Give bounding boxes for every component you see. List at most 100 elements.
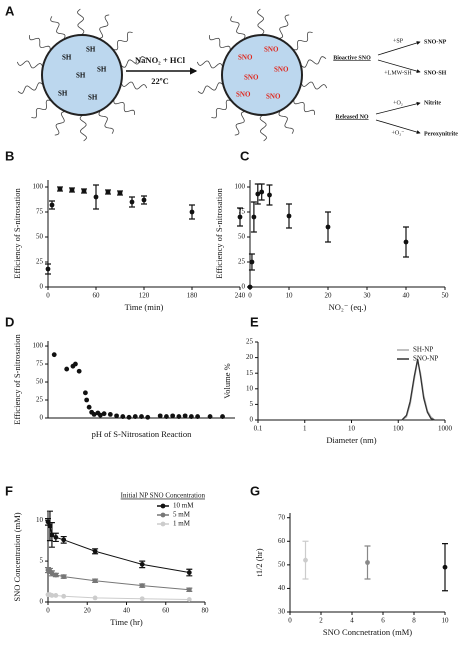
ligand bbox=[16, 60, 44, 69]
y-tick-label: 0 bbox=[40, 414, 44, 422]
ligand bbox=[50, 16, 66, 40]
ligand bbox=[211, 99, 232, 119]
point bbox=[114, 413, 119, 419]
pathway-condition: +SP bbox=[393, 38, 404, 44]
pathway-condition: +O₂⁻ bbox=[392, 130, 405, 136]
ligand bbox=[77, 8, 85, 36]
point bbox=[259, 189, 265, 195]
ligand bbox=[293, 99, 315, 115]
legend-label: SNO-NP bbox=[413, 355, 438, 363]
x-tick-label: 0 bbox=[46, 607, 50, 615]
x-tick-label: 60 bbox=[162, 607, 170, 615]
point bbox=[61, 537, 67, 543]
x-tick-label: 30 bbox=[364, 292, 372, 300]
point bbox=[92, 548, 98, 554]
point bbox=[139, 414, 144, 419]
point bbox=[91, 412, 97, 417]
point bbox=[132, 414, 138, 419]
x-axis-label: Diameter (nm) bbox=[326, 435, 376, 445]
y-tick-label: 0 bbox=[250, 416, 254, 424]
legend-marker bbox=[160, 512, 166, 518]
legend-label: 10 mM bbox=[173, 502, 194, 510]
y-tick-label: 5 bbox=[40, 557, 44, 565]
pathway-arrow bbox=[375, 101, 421, 115]
legend-marker bbox=[160, 521, 166, 527]
x-tick-label: 40 bbox=[123, 607, 131, 615]
point bbox=[92, 578, 98, 584]
point bbox=[139, 583, 145, 589]
nitrosothiol-label: SNO bbox=[244, 74, 259, 82]
nitrosothiol-label: SNO bbox=[238, 54, 253, 62]
point bbox=[61, 593, 67, 599]
point bbox=[86, 404, 92, 410]
y-tick-label: 50 bbox=[238, 233, 246, 241]
point bbox=[207, 414, 213, 419]
point bbox=[141, 197, 147, 203]
point bbox=[81, 188, 87, 194]
point bbox=[120, 414, 126, 419]
ligand bbox=[300, 81, 328, 90]
y-tick-label: 25 bbox=[36, 258, 44, 266]
y-tick-label: 0 bbox=[242, 283, 246, 291]
y-tick-label: 75 bbox=[36, 360, 44, 368]
point bbox=[126, 414, 132, 420]
y-tick-label: 100 bbox=[33, 342, 44, 350]
point bbox=[249, 259, 255, 265]
legend-label: 1 mM bbox=[173, 520, 191, 528]
y-tick-label: 70 bbox=[278, 513, 286, 521]
y-axis-label: Volume % bbox=[222, 363, 232, 399]
x-axis-label: NO₂⁻ (eq.) bbox=[329, 302, 367, 312]
temperature: 22ºC bbox=[151, 76, 168, 86]
point bbox=[139, 596, 145, 602]
y-tick-label: 25 bbox=[36, 396, 44, 404]
thiol-label: SH bbox=[58, 90, 68, 98]
x-axis-label: SNO Concnetration (mM) bbox=[323, 627, 412, 637]
ligand bbox=[98, 110, 114, 134]
point bbox=[107, 412, 113, 417]
ligand bbox=[292, 31, 313, 51]
y-tick-label: 30 bbox=[278, 608, 286, 616]
nitrosothiol-label: SNO bbox=[236, 91, 251, 99]
panel-label: G bbox=[250, 483, 260, 498]
point bbox=[442, 564, 448, 570]
x-tick-label: 10 bbox=[348, 425, 356, 433]
y-tick-label: 20 bbox=[246, 353, 254, 361]
point bbox=[139, 561, 145, 567]
y-axis-label: SNO Concentration (mM) bbox=[12, 512, 22, 601]
point bbox=[64, 366, 70, 372]
point bbox=[186, 587, 192, 593]
x-tick-label: 0.1 bbox=[254, 425, 263, 433]
ligand bbox=[230, 16, 246, 40]
ligand bbox=[196, 60, 224, 69]
point bbox=[101, 411, 107, 417]
point bbox=[49, 593, 55, 598]
pathway-arrow bbox=[377, 59, 421, 74]
panel-label: C bbox=[240, 148, 250, 163]
point bbox=[176, 414, 182, 419]
y-tick-label: 75 bbox=[238, 208, 246, 216]
legend-label: 5 mM bbox=[173, 511, 191, 519]
x-tick-label: 6 bbox=[381, 617, 385, 625]
point bbox=[145, 414, 151, 420]
x-tick-label: 0 bbox=[288, 617, 292, 625]
point bbox=[403, 239, 409, 245]
point bbox=[157, 413, 163, 419]
y-tick-label: 100 bbox=[33, 183, 44, 191]
x-tick-label: 10 bbox=[442, 617, 450, 625]
point bbox=[325, 224, 331, 230]
x-tick-label: 180 bbox=[187, 292, 198, 300]
x-axis-label: pH of S-Nitrosation Reaction bbox=[92, 429, 193, 439]
y-axis-label: Efficiency of S-nitrosation bbox=[12, 334, 22, 425]
ligand bbox=[54, 111, 66, 136]
x-tick-label: 1000 bbox=[438, 425, 453, 433]
x-axis-label: Time (hr) bbox=[110, 617, 143, 627]
x-tick-label: 0 bbox=[248, 292, 252, 300]
thiol-label: SH bbox=[97, 66, 107, 74]
ligand bbox=[197, 82, 224, 94]
x-tick-label: 4 bbox=[350, 617, 354, 625]
point bbox=[49, 570, 55, 576]
x-tick-label: 8 bbox=[412, 617, 416, 625]
pathway-product: SNO-NP bbox=[424, 39, 447, 45]
ligand bbox=[120, 56, 147, 68]
